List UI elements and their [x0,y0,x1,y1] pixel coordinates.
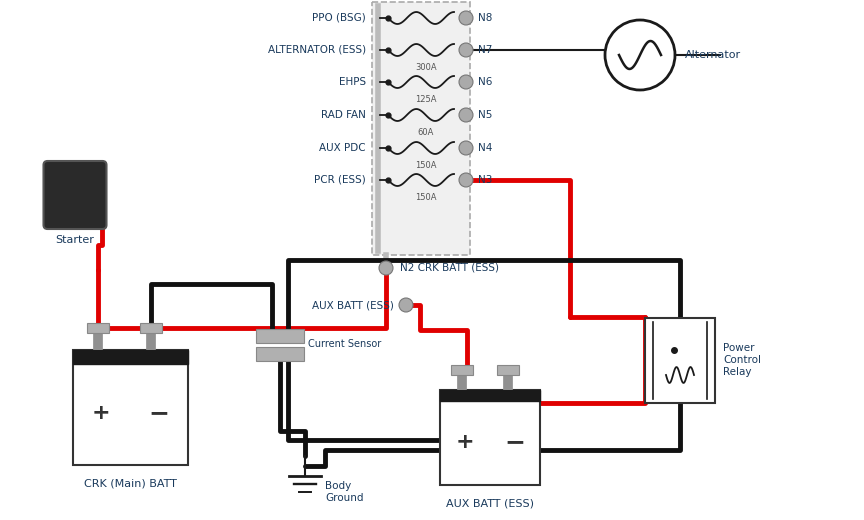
Text: Starter: Starter [55,235,94,245]
Text: 150A: 150A [416,161,436,170]
Bar [440,390,540,485]
Bar [256,347,304,361]
Bar [372,2,470,255]
Text: N3: N3 [478,175,492,185]
Circle shape [459,108,473,122]
Text: N6: N6 [478,77,492,87]
Text: 125A: 125A [416,95,436,104]
Text: +: + [455,432,474,452]
Text: 60A: 60A [418,128,435,137]
Circle shape [459,75,473,89]
Circle shape [459,11,473,25]
Text: EHPS: EHPS [339,77,366,87]
Bar [73,350,187,465]
Text: N8: N8 [478,13,492,23]
Bar [440,390,540,401]
Text: 150A: 150A [416,193,436,202]
Bar [497,365,519,375]
Text: N5: N5 [478,110,492,120]
Text: AUX BATT (ESS): AUX BATT (ESS) [312,300,394,310]
Text: −: − [149,401,169,425]
Circle shape [459,173,473,187]
Text: −: − [505,430,525,454]
Circle shape [459,141,473,155]
Text: PCR (ESS): PCR (ESS) [314,175,366,185]
Bar [451,365,473,375]
Circle shape [379,261,393,275]
Text: N7: N7 [478,45,492,55]
Bar [256,329,304,343]
Text: N2 CRK BATT (ESS): N2 CRK BATT (ESS) [400,263,499,273]
Text: 300A: 300A [416,63,437,72]
Text: PPO (BSG): PPO (BSG) [312,13,366,23]
Text: RAD FAN: RAD FAN [321,110,366,120]
Text: Alternator: Alternator [685,50,741,60]
Text: +: + [92,403,111,423]
Text: CRK (Main) BATT: CRK (Main) BATT [84,479,176,489]
Text: ALTERNATOR (ESS): ALTERNATOR (ESS) [268,45,366,55]
Text: AUX BATT (ESS): AUX BATT (ESS) [446,499,534,509]
Bar [140,323,162,333]
Bar [86,323,109,333]
Text: Body
Ground: Body Ground [325,481,364,503]
Text: N4: N4 [478,143,492,153]
Circle shape [399,298,413,312]
Text: Power
Control
Relay: Power Control Relay [723,343,761,376]
Bar [645,318,715,402]
Bar [73,350,187,364]
Text: AUX PDC: AUX PDC [320,143,366,153]
FancyBboxPatch shape [43,161,106,229]
Text: Current Sensor: Current Sensor [308,339,381,349]
Circle shape [459,43,473,57]
